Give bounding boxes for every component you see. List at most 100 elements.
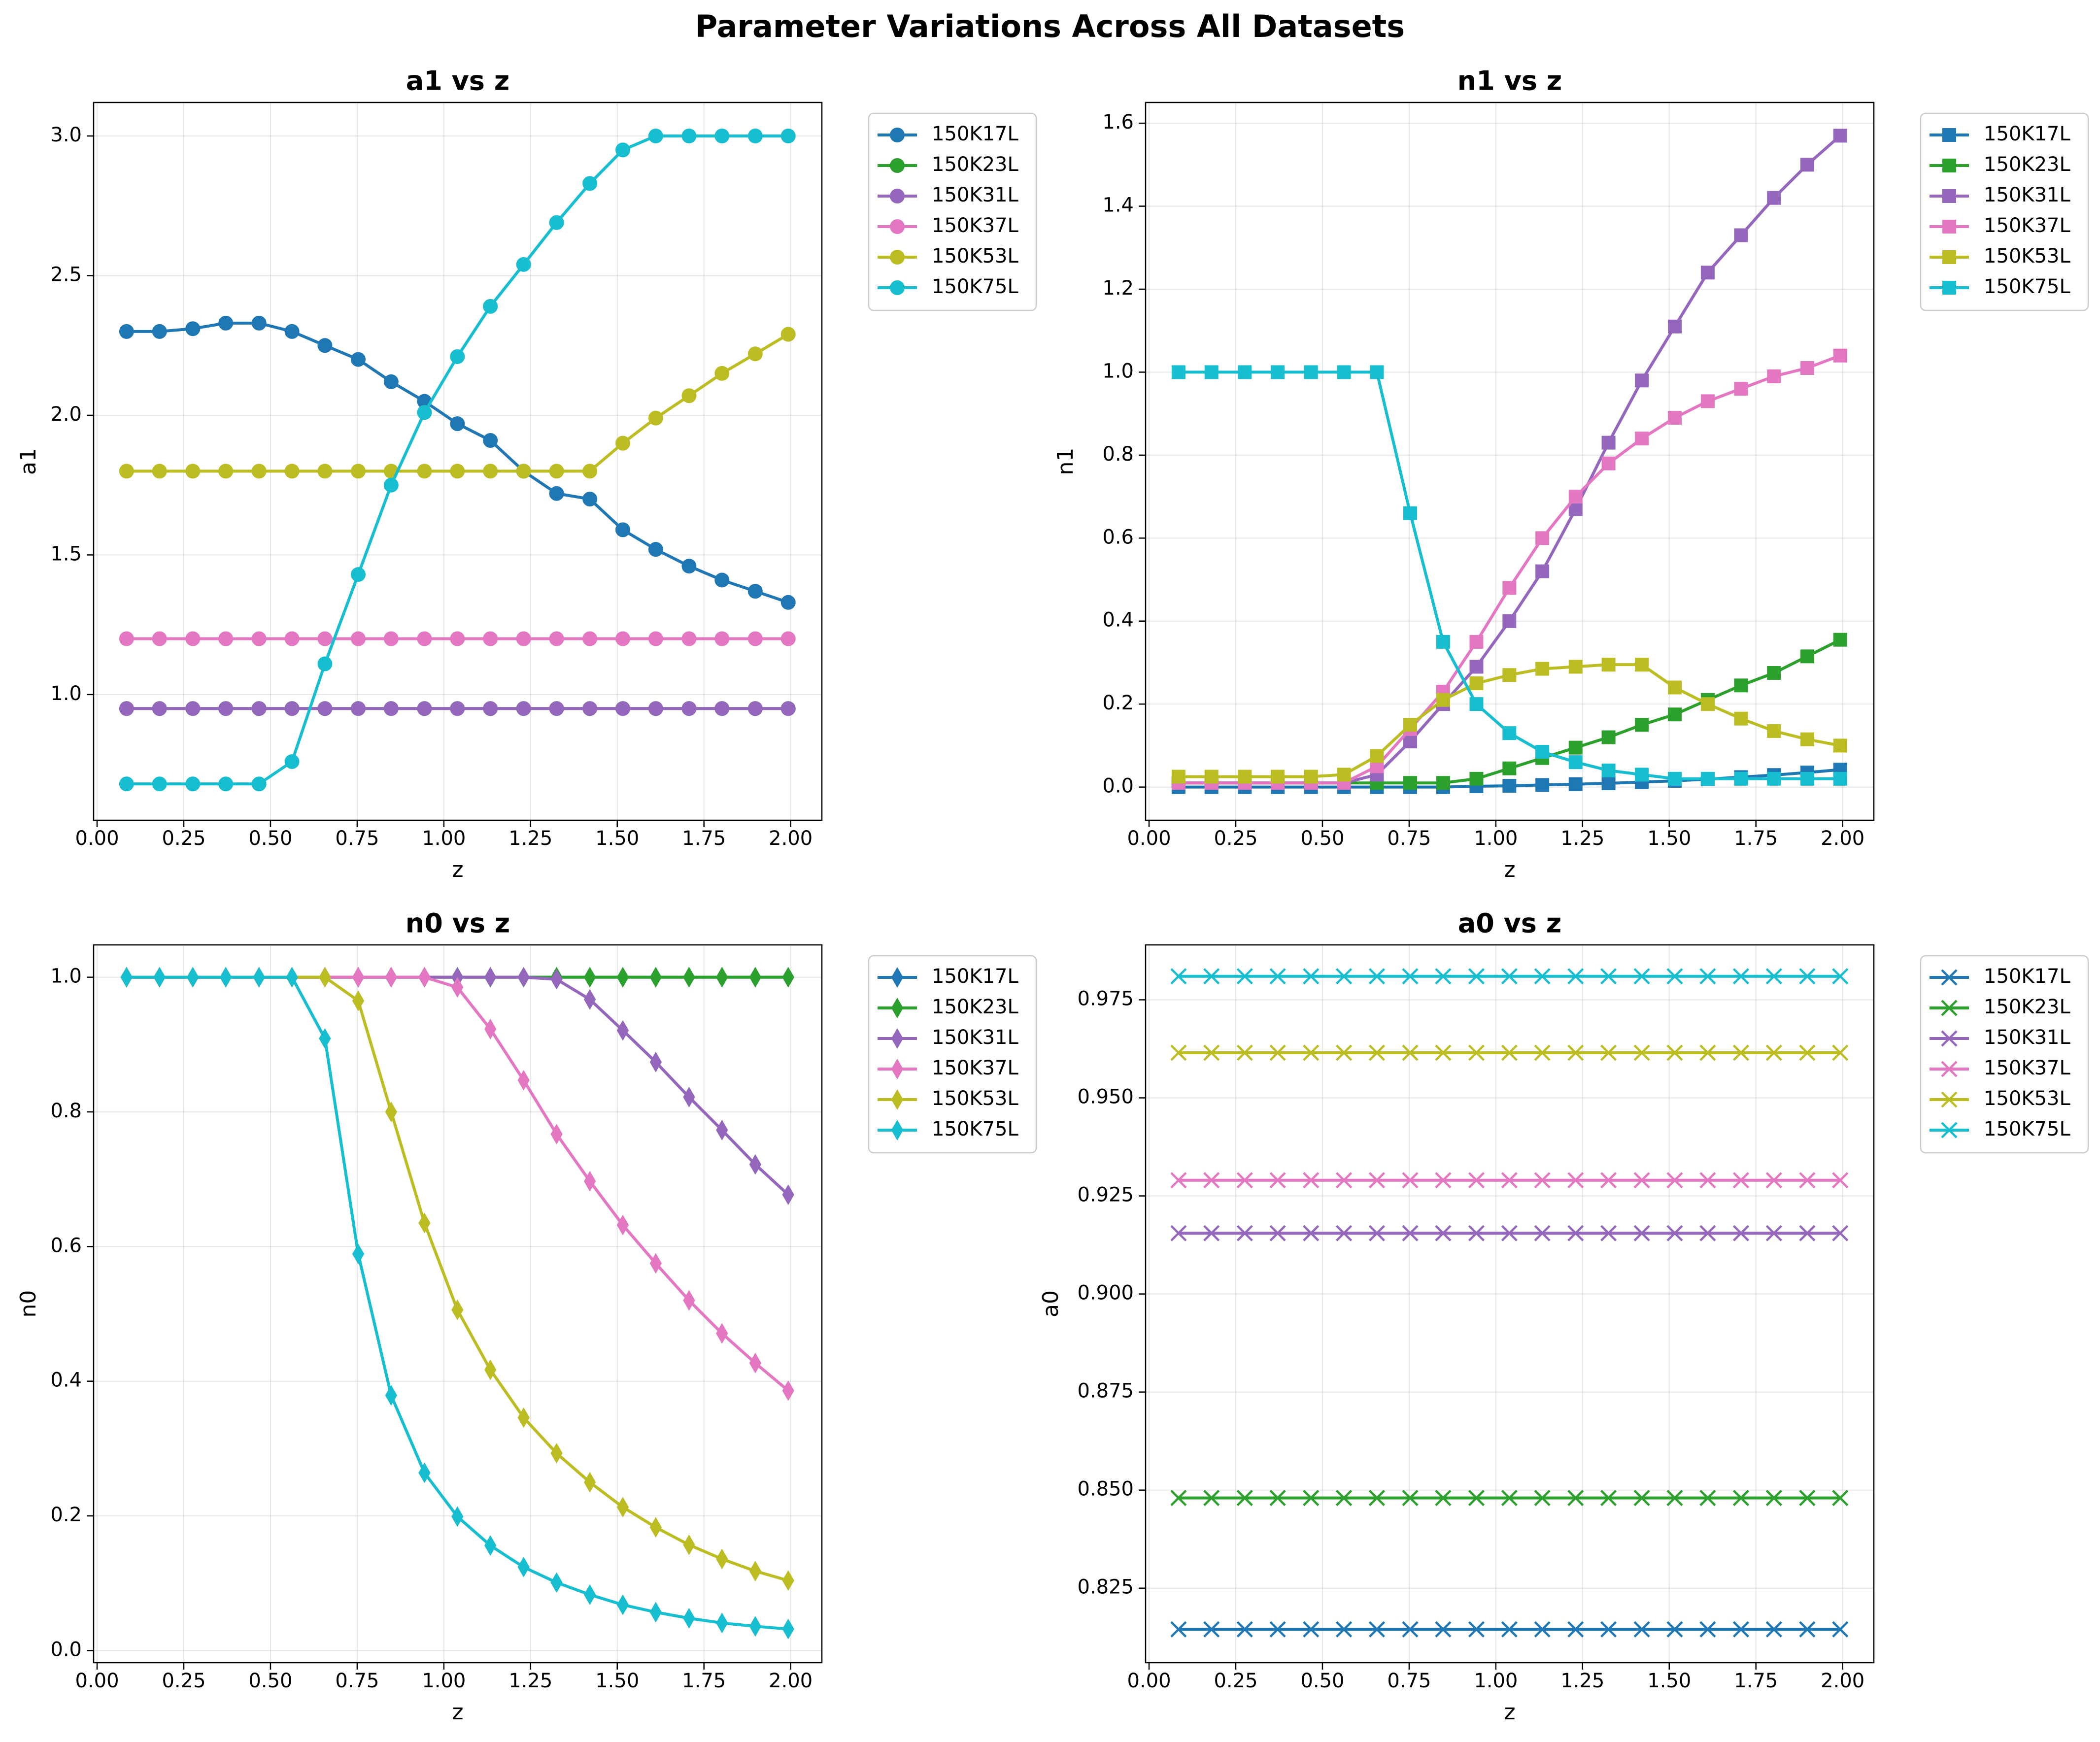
data-point-150K75L — [683, 1608, 695, 1629]
x-tick-label: 0.50 — [248, 827, 292, 850]
data-point-150K53L — [716, 1548, 728, 1570]
data-point-150K75L — [716, 1612, 728, 1634]
data-point-150K75L — [483, 299, 498, 314]
data-point-150K75L — [1732, 968, 1750, 985]
legend-box — [868, 112, 1037, 311]
data-point-150K53L — [1436, 693, 1450, 707]
data-point-150K23L — [616, 967, 629, 988]
y-tick-label: 0.975 — [1077, 987, 1134, 1010]
x-tick-label: 1.00 — [1474, 1670, 1518, 1692]
data-point-150K75L — [749, 1616, 762, 1637]
data-point-150K23L — [1699, 1490, 1716, 1507]
data-point-150K75L — [1833, 771, 1847, 786]
data-point-150K31L — [1767, 191, 1781, 205]
data-point-150K17L — [747, 584, 763, 599]
x-tick-label: 2.00 — [769, 827, 813, 850]
data-point-150K75L — [549, 215, 564, 230]
data-point-150K75L — [714, 129, 730, 144]
data-point-150K37L — [1734, 382, 1748, 396]
data-point-150K23L — [1403, 776, 1418, 790]
y-axis-label: a1 — [16, 448, 41, 475]
data-point-150K53L — [418, 1212, 431, 1234]
data-point-150K53L — [1832, 1044, 1849, 1061]
data-point-150K75L — [516, 257, 531, 272]
data-point-150K53L — [583, 1472, 596, 1493]
x-tick-label: 1.00 — [422, 827, 466, 850]
data-point-150K53L — [1303, 1044, 1320, 1061]
data-point-150K53L — [1402, 1044, 1419, 1061]
data-point-150K75L — [1534, 968, 1551, 985]
data-point-150K31L — [1236, 1225, 1253, 1241]
legend-marker-150K31L — [1942, 189, 1956, 203]
data-point-150K17L — [714, 572, 730, 588]
data-point-150K23L — [1601, 730, 1616, 744]
y-tick-label: 0.6 — [50, 1234, 82, 1257]
data-point-150K31L — [1203, 1225, 1220, 1241]
data-point-150K75L — [153, 967, 166, 988]
data-point-150K75L — [286, 967, 298, 988]
x-tick-label: 1.00 — [1474, 827, 1518, 850]
data-point-150K53L — [1236, 1044, 1253, 1061]
data-point-150K17L — [1501, 1621, 1518, 1638]
data-point-150K75L — [1469, 697, 1484, 711]
data-point-150K53L — [1469, 676, 1484, 691]
legend-marker-150K17L — [1941, 969, 1958, 986]
data-point-150K23L — [1502, 761, 1517, 775]
data-point-150K75L — [681, 129, 697, 144]
data-point-150K31L — [648, 701, 663, 716]
y-tick-label: 0.4 — [50, 1369, 82, 1392]
legend-marker-150K75L — [890, 280, 905, 295]
data-point-150K53L — [1501, 1044, 1518, 1061]
y-tick-label: 0.2 — [1102, 692, 1134, 714]
data-point-150K37L — [1799, 1172, 1816, 1189]
data-point-150K31L — [1635, 373, 1649, 388]
legend-label-150K37L: 150K37L — [1984, 214, 2070, 237]
data-point-150K75L — [1699, 968, 1716, 985]
legend-label-150K23L: 150K23L — [1984, 153, 2070, 176]
data-point-150K75L — [317, 656, 333, 671]
grid-lines — [1146, 945, 1874, 1663]
data-point-150K75L — [1171, 365, 1185, 379]
data-point-150K37L — [1699, 1172, 1716, 1189]
data-point-150K37L — [251, 631, 267, 646]
data-point-150K31L — [1269, 1225, 1286, 1241]
data-point-150K53L — [782, 1570, 794, 1591]
data-point-150K37L — [1633, 1172, 1650, 1189]
data-point-150K31L — [1633, 1225, 1650, 1241]
data-point-150K37L — [1236, 1172, 1253, 1189]
data-point-150K53L — [615, 436, 631, 451]
data-point-150K31L — [583, 989, 596, 1010]
data-point-150K37L — [616, 1214, 629, 1236]
x-tick-label: 0.25 — [1214, 827, 1257, 850]
y-tick-label: 1.0 — [50, 965, 82, 988]
data-point-150K23L — [1832, 1490, 1849, 1507]
data-point-150K75L — [417, 405, 432, 420]
data-point-150K23L — [683, 967, 695, 988]
data-point-150K37L — [351, 631, 366, 646]
data-point-150K37L — [1402, 1172, 1419, 1189]
data-point-150K53L — [1799, 1044, 1816, 1061]
data-point-150K37L — [1469, 635, 1484, 649]
data-point-150K75L — [187, 967, 199, 988]
data-point-150K37L — [782, 1380, 794, 1401]
legend-marker-150K53L — [891, 1089, 904, 1110]
data-point-150K37L — [1765, 1172, 1782, 1189]
data-point-150K75L — [1269, 968, 1286, 985]
data-point-150K31L — [714, 701, 730, 716]
data-point-150K23L — [782, 967, 794, 988]
data-point-150K75L — [418, 1462, 431, 1483]
data-point-150K23L — [649, 967, 662, 988]
data-point-150K37L — [218, 631, 234, 646]
data-point-150K53L — [1304, 770, 1318, 784]
data-point-150K17L — [1269, 1621, 1286, 1638]
y-tick-label: 1.2 — [1102, 277, 1134, 300]
legend: 150K17L 150K23L 150K31L 150K37L 150K53L 150K7… — [1920, 112, 2089, 311]
data-point-150K37L — [516, 631, 531, 646]
data-point-150K53L — [1337, 768, 1351, 782]
data-point-150K53L — [1403, 718, 1418, 732]
data-point-150K37L — [582, 631, 598, 646]
data-point-150K17L — [483, 433, 498, 448]
data-point-150K75L — [451, 1506, 464, 1527]
data-point-150K75L — [1799, 968, 1816, 985]
data-point-150K53L — [1600, 1044, 1617, 1061]
